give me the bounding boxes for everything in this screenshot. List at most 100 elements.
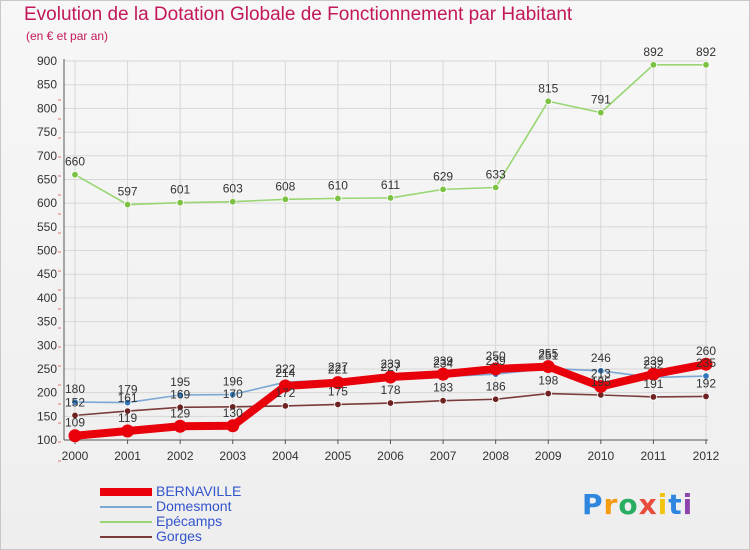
y-tick-label: 150 bbox=[37, 409, 57, 423]
x-tick-label: 2001 bbox=[114, 449, 141, 463]
data-label-gorges: 161 bbox=[118, 391, 138, 405]
data-point-ep-camps bbox=[544, 97, 552, 105]
data-point-ep-camps bbox=[71, 170, 79, 179]
y-tick-label: 600 bbox=[37, 196, 57, 210]
data-point-ep-camps bbox=[123, 200, 132, 209]
data-label-domesmont: 179 bbox=[118, 383, 138, 397]
logo-letter: i bbox=[657, 488, 669, 521]
x-tick-label: 2009 bbox=[535, 449, 562, 463]
proxiti-logo: Proxiti bbox=[582, 488, 693, 521]
data-label-gorges: 170 bbox=[223, 387, 243, 401]
y-tick-label: 250 bbox=[37, 362, 57, 376]
data-label-gorges: 186 bbox=[486, 379, 506, 393]
data-point-gorges bbox=[386, 399, 395, 407]
y-tick-label: 450 bbox=[37, 267, 57, 281]
data-point-bernaville bbox=[384, 370, 397, 384]
data-point-gorges bbox=[71, 411, 79, 420]
y-tick-label: 500 bbox=[37, 244, 57, 258]
x-tick-label: 2005 bbox=[325, 449, 352, 463]
data-label-bernaville: 119 bbox=[118, 411, 137, 425]
data-point-domesmont bbox=[597, 367, 605, 375]
data-label-domesmont: 239 bbox=[486, 354, 506, 368]
data-point-bernaville bbox=[331, 376, 345, 390]
data-point-gorges bbox=[176, 403, 184, 412]
x-tick-label: 2011 bbox=[641, 449, 667, 463]
data-label-ep-camps: 603 bbox=[223, 182, 243, 196]
data-point-domesmont bbox=[229, 390, 237, 399]
legend-item: BERNAVILLE bbox=[100, 484, 241, 499]
data-label-bernaville: 130 bbox=[223, 406, 243, 420]
data-label-domesmont: 234 bbox=[433, 357, 453, 371]
data-label-bernaville: 221 bbox=[328, 363, 348, 377]
x-tick-label: 2012 bbox=[693, 449, 720, 463]
data-label-ep-camps: 610 bbox=[328, 178, 348, 192]
data-point-bernaville bbox=[489, 362, 503, 376]
axes: 100 150 200 250 300 350 400 450 500 550 600 650 700 7… bbox=[37, 54, 720, 463]
data-point-gorges bbox=[229, 403, 237, 411]
data-label-domesmont: 196 bbox=[223, 375, 243, 389]
data-label-gorges: 175 bbox=[328, 384, 348, 398]
data-point-bernaville bbox=[121, 424, 135, 438]
data-label-ep-camps: 611 bbox=[381, 178, 400, 192]
data-label-domesmont: 180 bbox=[65, 382, 85, 396]
data-label-gorges: 192 bbox=[696, 376, 716, 390]
data-point-ep-camps bbox=[386, 194, 395, 202]
data-point-bernaville bbox=[436, 367, 450, 381]
data-label-domesmont: 235 bbox=[696, 356, 716, 370]
x-tick-label: 2006 bbox=[377, 449, 404, 463]
data-label-bernaville: 213 bbox=[591, 366, 611, 380]
legend-swatch bbox=[100, 520, 152, 523]
logo-letter: x bbox=[638, 488, 658, 521]
data-label-ep-camps: 633 bbox=[486, 167, 506, 181]
data-label-bernaville: 239 bbox=[643, 354, 663, 368]
legend-item: Epécamps bbox=[100, 514, 241, 529]
data-label-ep-camps: 660 bbox=[65, 155, 85, 169]
data-point-gorges bbox=[281, 402, 290, 410]
legend-swatch bbox=[100, 535, 152, 538]
x-tick-label: 2010 bbox=[587, 449, 614, 463]
data-label-bernaville: 239 bbox=[433, 354, 453, 368]
chart-subtitle: (en € et par an) bbox=[26, 29, 109, 43]
data-point-gorges bbox=[439, 396, 447, 405]
y-tick-label: 650 bbox=[37, 172, 57, 186]
data-point-bernaville bbox=[541, 360, 555, 374]
y-tick-label: 550 bbox=[37, 220, 57, 234]
data-label-bernaville: 255 bbox=[538, 347, 558, 361]
data-label-gorges: 183 bbox=[433, 381, 453, 395]
data-label-gorges: 172 bbox=[275, 386, 295, 400]
logo-letter: i bbox=[682, 488, 694, 521]
legend-label: Epécamps bbox=[156, 513, 223, 529]
data-label-bernaville: 250 bbox=[486, 349, 506, 363]
y-tick-label: 400 bbox=[37, 291, 57, 305]
data-point-bernaville bbox=[594, 379, 608, 393]
data-label-ep-camps: 601 bbox=[170, 183, 190, 197]
data-label-ep-camps: 597 bbox=[118, 185, 138, 199]
data-label-bernaville: 233 bbox=[380, 357, 400, 371]
data-label-domesmont: 227 bbox=[380, 360, 400, 374]
data-label-bernaville: 109 bbox=[65, 416, 85, 430]
y-tick-label: 900 bbox=[37, 54, 57, 68]
data-point-bernaville bbox=[278, 379, 292, 393]
y-tick-label: 100 bbox=[37, 433, 57, 447]
data-label-ep-camps: 791 bbox=[591, 93, 611, 107]
data-point-ep-camps bbox=[649, 61, 658, 69]
data-point-gorges bbox=[334, 400, 342, 409]
y-tick-label: 850 bbox=[37, 78, 57, 92]
legend-item: Gorges bbox=[100, 529, 241, 544]
data-point-ep-camps bbox=[491, 183, 500, 192]
data-point-ep-camps bbox=[176, 198, 184, 207]
data-label-gorges: 169 bbox=[170, 387, 190, 401]
data-label-gorges: 152 bbox=[65, 395, 85, 409]
x-tick-label: 2007 bbox=[430, 449, 457, 463]
data-label-domesmont: 251 bbox=[538, 348, 558, 362]
data-label-domesmont: 222 bbox=[275, 362, 295, 376]
data-point-gorges bbox=[649, 393, 658, 401]
series-group bbox=[68, 61, 713, 443]
data-point-bernaville bbox=[173, 419, 187, 433]
y-tick-label: 700 bbox=[37, 149, 57, 163]
data-point-ep-camps bbox=[334, 194, 342, 203]
data-label-ep-camps: 608 bbox=[275, 179, 295, 193]
data-point-bernaville bbox=[646, 367, 660, 381]
data-point-ep-camps bbox=[597, 108, 605, 117]
